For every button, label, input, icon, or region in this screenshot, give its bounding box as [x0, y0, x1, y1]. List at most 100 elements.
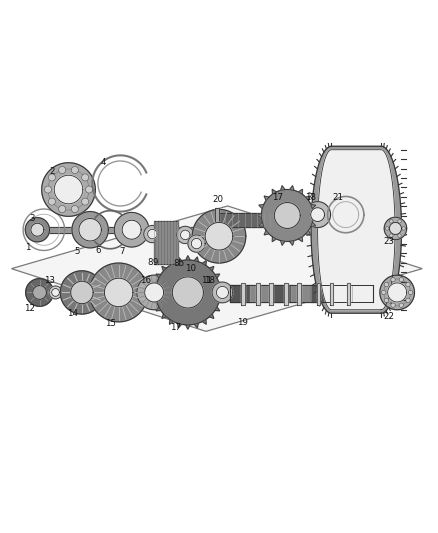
Text: 9: 9: [152, 257, 158, 266]
Polygon shape: [11, 206, 422, 332]
Circle shape: [48, 198, 55, 205]
Circle shape: [406, 298, 410, 303]
Polygon shape: [170, 261, 173, 265]
Polygon shape: [264, 196, 269, 200]
Polygon shape: [209, 314, 214, 318]
Text: 5: 5: [74, 247, 80, 256]
Circle shape: [71, 206, 78, 213]
Polygon shape: [89, 263, 148, 322]
Circle shape: [399, 278, 403, 282]
Polygon shape: [298, 237, 303, 241]
Circle shape: [384, 282, 389, 287]
Polygon shape: [162, 314, 166, 318]
Polygon shape: [259, 205, 264, 209]
Text: 4: 4: [100, 158, 106, 167]
Polygon shape: [114, 213, 149, 247]
Text: 15: 15: [105, 319, 116, 328]
Polygon shape: [72, 212, 108, 248]
Polygon shape: [347, 282, 350, 305]
Polygon shape: [272, 189, 276, 194]
Polygon shape: [202, 261, 206, 265]
Text: 19: 19: [237, 318, 248, 327]
Polygon shape: [290, 185, 294, 190]
Polygon shape: [272, 237, 276, 241]
Polygon shape: [230, 285, 250, 302]
Polygon shape: [215, 274, 220, 278]
Polygon shape: [219, 282, 223, 286]
Polygon shape: [145, 283, 164, 302]
Polygon shape: [311, 146, 402, 313]
Text: 8b: 8b: [174, 259, 185, 268]
Text: 22: 22: [383, 312, 394, 321]
Polygon shape: [32, 227, 228, 233]
Polygon shape: [216, 286, 229, 298]
Polygon shape: [186, 256, 190, 260]
Polygon shape: [49, 286, 62, 299]
Text: 16: 16: [140, 276, 151, 285]
Circle shape: [81, 198, 88, 205]
Polygon shape: [256, 282, 260, 305]
Polygon shape: [259, 222, 264, 227]
Circle shape: [389, 220, 393, 223]
Text: 18: 18: [305, 193, 316, 202]
Polygon shape: [384, 217, 406, 240]
Polygon shape: [177, 227, 194, 244]
Circle shape: [398, 220, 401, 223]
Polygon shape: [205, 222, 233, 250]
Circle shape: [71, 166, 78, 174]
Polygon shape: [52, 288, 60, 296]
Polygon shape: [269, 282, 272, 305]
Text: 3: 3: [29, 214, 35, 223]
Polygon shape: [219, 299, 223, 303]
Polygon shape: [192, 209, 246, 263]
Text: 23: 23: [383, 237, 394, 246]
Circle shape: [59, 166, 66, 174]
Polygon shape: [180, 230, 190, 240]
Polygon shape: [281, 185, 285, 190]
Circle shape: [59, 206, 66, 213]
Circle shape: [81, 174, 88, 181]
Polygon shape: [122, 220, 141, 239]
Polygon shape: [152, 282, 157, 286]
Polygon shape: [311, 222, 316, 227]
Polygon shape: [318, 150, 395, 310]
Polygon shape: [137, 275, 171, 310]
Text: 13: 13: [44, 276, 55, 285]
Polygon shape: [144, 225, 161, 243]
Polygon shape: [311, 205, 316, 209]
Circle shape: [85, 186, 92, 193]
Polygon shape: [306, 196, 311, 200]
Polygon shape: [34, 289, 392, 296]
Polygon shape: [241, 282, 244, 305]
Circle shape: [399, 303, 403, 308]
Text: 10: 10: [185, 264, 196, 273]
Polygon shape: [162, 266, 166, 271]
Polygon shape: [194, 257, 198, 262]
Text: 14: 14: [67, 309, 78, 318]
Circle shape: [384, 298, 389, 303]
Polygon shape: [156, 274, 161, 278]
Polygon shape: [257, 213, 261, 218]
Polygon shape: [291, 285, 311, 302]
Text: 1: 1: [25, 243, 31, 252]
Polygon shape: [274, 203, 300, 229]
Polygon shape: [152, 299, 157, 303]
Text: 11: 11: [201, 276, 212, 285]
Polygon shape: [156, 307, 161, 311]
Text: 17: 17: [170, 324, 181, 333]
Circle shape: [391, 278, 395, 282]
Polygon shape: [172, 277, 203, 308]
Polygon shape: [311, 208, 325, 222]
Polygon shape: [298, 189, 303, 194]
Circle shape: [402, 227, 406, 230]
Polygon shape: [380, 275, 414, 310]
Polygon shape: [264, 230, 269, 235]
Text: 8: 8: [147, 257, 152, 266]
Polygon shape: [71, 281, 93, 304]
Polygon shape: [219, 213, 270, 227]
Polygon shape: [177, 323, 181, 328]
Circle shape: [48, 174, 55, 181]
Polygon shape: [60, 271, 103, 314]
Text: 12: 12: [24, 304, 35, 313]
Polygon shape: [317, 282, 320, 305]
